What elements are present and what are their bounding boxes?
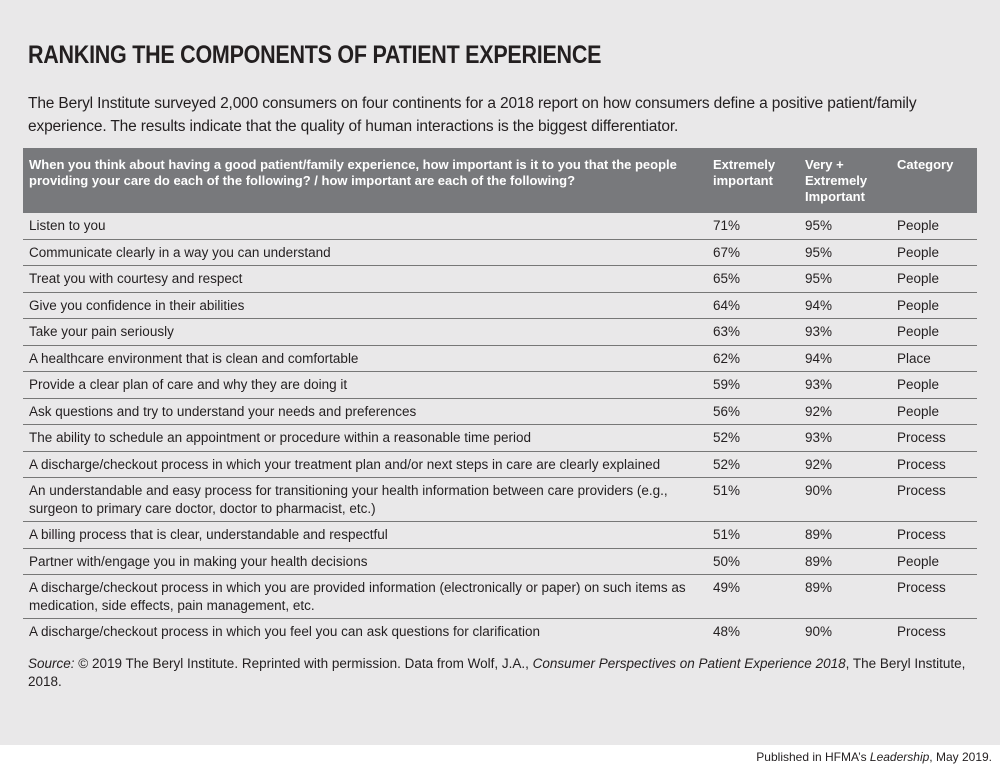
cell-category: People: [891, 318, 977, 346]
intro-text: The Beryl Institute surveyed 2,000 consu…: [28, 95, 917, 135]
table-row: Listen to you 71% 95% People: [23, 213, 977, 240]
cell-item: Give you confidence in their abilities: [23, 292, 707, 319]
cell-extremely-important: 56%: [707, 398, 799, 425]
source-text-end: , The Beryl Institute, 2018.: [28, 655, 966, 689]
cell-extremely-important: 64%: [707, 292, 799, 319]
background-panel: RANKING THE COMPONENTS OF PATIENT EXPERI…: [0, 0, 1000, 745]
cell-very-extremely-important: 93%: [799, 318, 891, 346]
table-row: A healthcare environment that is clean a…: [23, 345, 977, 372]
table-row: Communicate clearly in a way you can und…: [23, 239, 977, 266]
cell-very-extremely-important: 89%: [799, 548, 891, 575]
cell-extremely-important: 65%: [707, 265, 799, 293]
cell-extremely-important: 71%: [707, 213, 799, 240]
cell-category: Process: [891, 451, 977, 478]
cell-extremely-important: 52%: [707, 451, 799, 478]
cell-category: People: [891, 213, 977, 240]
publication-prefix: Published in HFMA’s: [756, 750, 870, 764]
publication-suffix: , May 2019.: [929, 750, 992, 764]
ranking-table: When you think about having a good patie…: [23, 148, 977, 645]
cell-very-extremely-important: 95%: [799, 239, 891, 266]
table-row: Treat you with courtesy and respect 65% 95…: [23, 265, 977, 293]
cell-item: An understandable and easy process for t…: [23, 477, 707, 522]
publication-journal: Leadership: [869, 750, 930, 764]
cell-item: Provide a clear plan of care and why the…: [23, 371, 707, 399]
cell-very-extremely-important: 94%: [799, 292, 891, 319]
cell-very-extremely-important: 95%: [799, 213, 891, 240]
cell-item: A discharge/checkout process in which yo…: [29, 624, 541, 639]
cell-category: People: [891, 292, 977, 319]
cell-item: Ask questions and try to understand your…: [23, 398, 707, 425]
cell-item: Listen to you: [23, 213, 707, 240]
cell-very-extremely-important: 95%: [799, 265, 891, 293]
cell-very-extremely-important: 93%: [799, 424, 891, 452]
cell-extremely-important: 62%: [707, 345, 799, 372]
publication-credit: Published in HFMA’s Leadership, May 2019…: [0, 745, 1000, 764]
cell-extremely-important: 51%: [707, 477, 799, 522]
header-question: When you think about having a good patie…: [23, 148, 707, 213]
cell-item: A billing process that is clear, underst…: [23, 521, 707, 549]
cell-item: Communicate clearly in a way you can und…: [23, 239, 707, 266]
cell-very-extremely-important: 89%: [799, 574, 891, 619]
header-category: Category: [891, 148, 977, 213]
cell-extremely-important: 52%: [707, 424, 799, 452]
cell-extremely-important: 51%: [707, 521, 799, 549]
cell-item: Partner with/engage you in making your h…: [23, 548, 707, 575]
source-text: © 2019 The Beryl Institute. Reprinted wi…: [74, 655, 533, 671]
cell-category: People: [891, 239, 977, 266]
source-work-title: Consumer Perspectives on Patient Experie…: [532, 655, 846, 671]
cell-item: A discharge/checkout process in which yo…: [23, 574, 707, 619]
header-extremely-important: Extremely important: [707, 148, 799, 213]
table-row: Ask questions and try to understand your…: [23, 398, 977, 425]
cell-very-extremely-important: 92%: [799, 451, 891, 478]
table-row: A discharge/checkout process in which yo…: [23, 451, 977, 478]
cell-category: Process: [891, 574, 977, 619]
cell-category: Place: [891, 345, 977, 372]
cell-item: The ability to schedule an appointment o…: [23, 424, 707, 452]
table-row: Give you confidence in their abilities 64…: [23, 292, 977, 319]
cell-very-extremely-important: 93%: [799, 371, 891, 399]
cell-item: Take your pain seriously: [23, 318, 707, 346]
cell-very-extremely-important: 92%: [799, 398, 891, 425]
table-row: Partner with/engage you in making your h…: [23, 548, 977, 575]
source-label: Source:: [28, 655, 75, 671]
table-row: A discharge/checkout process in which yo…: [23, 619, 977, 645]
table-row: Provide a clear plan of care and why the…: [23, 371, 977, 399]
cell-category: People: [891, 371, 977, 399]
page-title: RANKING THE COMPONENTS OF PATIENT EXPERI…: [28, 41, 602, 69]
cell-very-extremely-important: 94%: [799, 345, 891, 372]
cell-category: Process: [891, 477, 977, 522]
cell-category: Process: [897, 624, 946, 639]
cell-extremely-important: 63%: [707, 318, 799, 346]
cell-very-extremely-important: 90%: [805, 624, 833, 639]
source-note: Source: © 2019 The Beryl Institute. Repr…: [28, 655, 968, 691]
cell-extremely-important: 59%: [707, 371, 799, 399]
table-row: The ability to schedule an appointment o…: [23, 424, 977, 452]
cell-item: A discharge/checkout process in which yo…: [23, 451, 707, 478]
cell-extremely-important: 48%: [713, 624, 741, 639]
cell-item: Treat you with courtesy and respect: [23, 265, 707, 293]
table-row: Take your pain seriously 63% 93% People: [23, 318, 977, 346]
cell-category: People: [891, 265, 977, 293]
cell-category: Process: [891, 424, 977, 452]
table-header-row: When you think about having a good patie…: [23, 148, 977, 213]
cell-category: People: [891, 398, 977, 425]
cell-extremely-important: 49%: [707, 574, 799, 619]
cell-very-extremely-important: 90%: [799, 477, 891, 522]
cell-very-extremely-important: 89%: [799, 521, 891, 549]
table-row: A billing process that is clear, underst…: [23, 521, 977, 549]
cell-extremely-important: 50%: [707, 548, 799, 575]
table-row: A discharge/checkout process in which yo…: [23, 574, 977, 619]
cell-category: Process: [891, 521, 977, 549]
cell-extremely-important: 67%: [707, 239, 799, 266]
header-very-extremely-important: Very + Extremely Important: [799, 148, 891, 213]
cell-category: People: [891, 548, 977, 575]
cell-item: A healthcare environment that is clean a…: [23, 345, 707, 372]
table-row: An understandable and easy process for t…: [23, 477, 977, 522]
